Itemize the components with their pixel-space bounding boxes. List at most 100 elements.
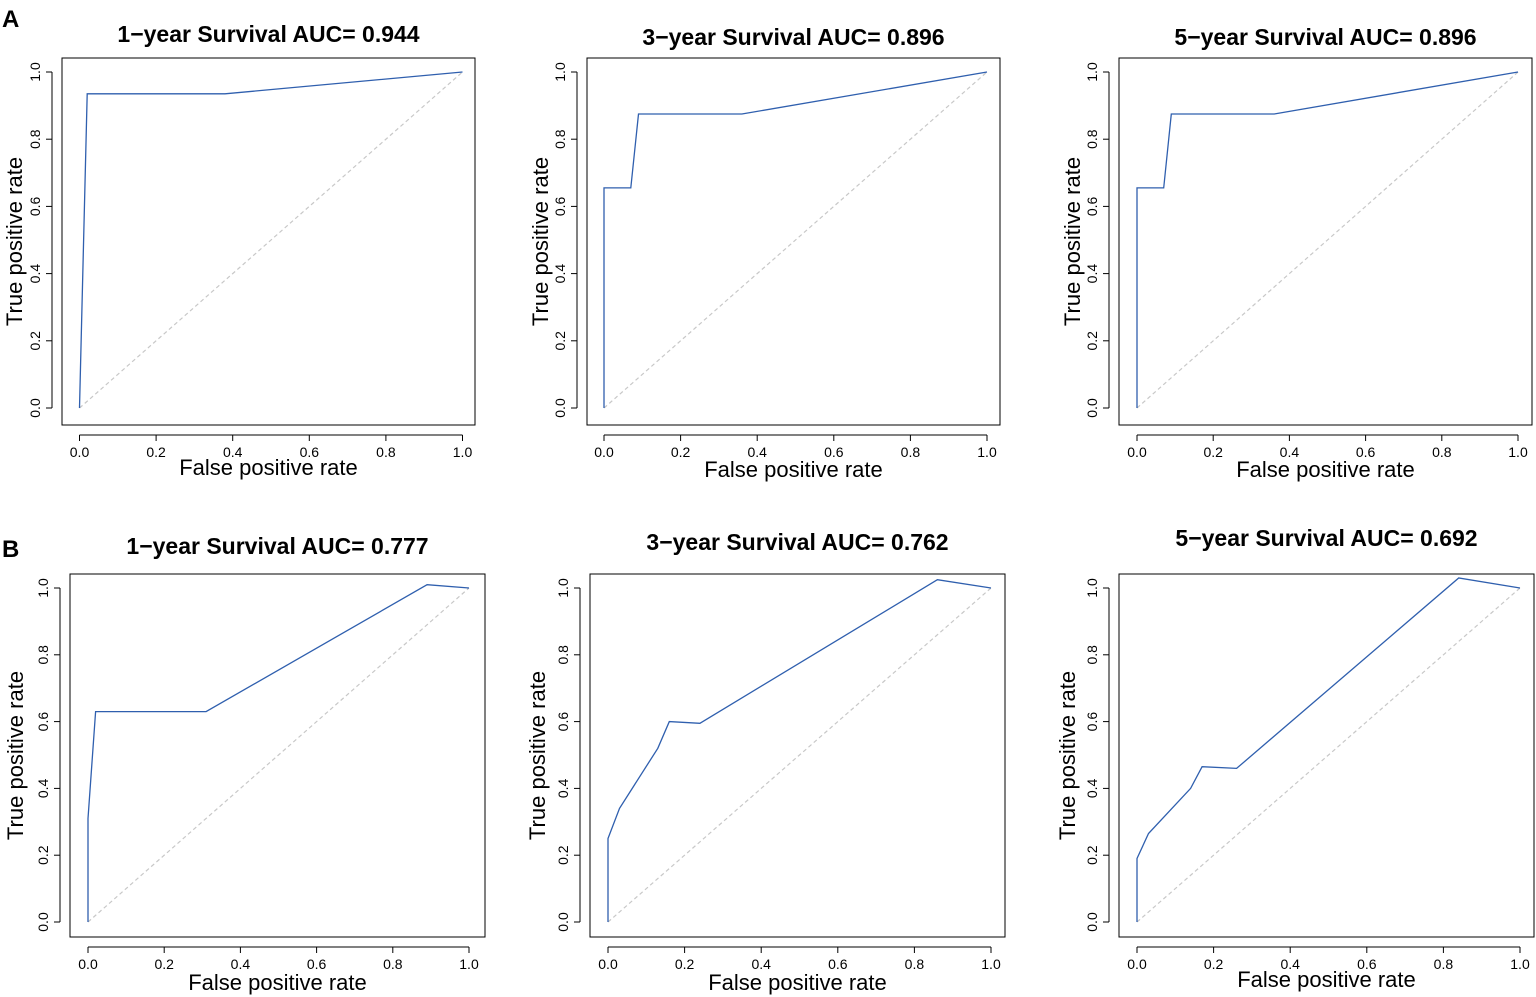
chart-1: 1−year Survival AUC= 0.944 0.0 0.2 0.4 0.6 0.… bbox=[2, 21, 476, 480]
chart-5-y-tick-label: 0.0 bbox=[555, 912, 571, 932]
chart-3-y-tick-label: 0.4 bbox=[1084, 264, 1100, 284]
chart-2-x-axis-label: False positive rate bbox=[704, 457, 883, 482]
chart-1-x-tick-label: 0.4 bbox=[223, 444, 243, 460]
chart-1-title: 1−year Survival AUC= 0.944 bbox=[117, 21, 419, 47]
panel-label-b: B bbox=[2, 536, 19, 563]
chart-6-roc-curve bbox=[1136, 577, 1521, 922]
chart-1-y-tick-label: 0.4 bbox=[27, 264, 43, 284]
chart-2-y-axis-label: True positive rate bbox=[528, 157, 553, 326]
chart-2-x-tick-label: 0.0 bbox=[594, 444, 614, 460]
chart-6-x-tick-label: 0.4 bbox=[1280, 956, 1300, 972]
chart-1-x-tick-label: 1.0 bbox=[453, 444, 473, 460]
chart-2-reference-diagonal bbox=[603, 71, 988, 409]
chart-3: 5−year Survival AUC= 0.896 0.0 0.2 0.4 0.6 0.… bbox=[1060, 24, 1533, 482]
chart-3-x-tick-label: 0.4 bbox=[1280, 444, 1300, 460]
chart-5-x-tick-label: 0.6 bbox=[828, 956, 848, 972]
chart-2-roc-curve bbox=[603, 71, 988, 408]
chart-2-x-tick-label: 0.6 bbox=[824, 444, 844, 460]
chart-5-x-axis-label: False positive rate bbox=[708, 970, 887, 995]
chart-3-x-tick-label: 0.6 bbox=[1356, 444, 1376, 460]
chart-6-y-tick-label: 0.2 bbox=[1084, 845, 1100, 865]
chart-6-y-tick-label: 1.0 bbox=[1084, 578, 1100, 598]
chart-4-x-tick-label: 0.4 bbox=[231, 956, 251, 972]
chart-4-x-tick-label: 0.2 bbox=[154, 956, 174, 972]
chart-1-x-tick-label: 0.2 bbox=[146, 444, 166, 460]
chart-6-y-tick-label: 0.6 bbox=[1084, 712, 1100, 732]
chart-5-x-tick-label: 0.2 bbox=[675, 956, 695, 972]
chart-1-y-tick-label: 0.2 bbox=[27, 331, 43, 351]
chart-1-y-axis-label: True positive rate bbox=[2, 157, 27, 326]
chart-2-y-tick-label: 0.6 bbox=[552, 196, 568, 216]
chart-1-x-tick-label: 0.6 bbox=[300, 444, 320, 460]
chart-5-x-tick-label: 0.4 bbox=[751, 956, 771, 972]
chart-6-x-axis-label: False positive rate bbox=[1237, 967, 1416, 992]
chart-6-y-tick-label: 0.4 bbox=[1084, 778, 1100, 798]
chart-1-y-tick-label: 0.0 bbox=[27, 398, 43, 418]
chart-4-x-axis-label: False positive rate bbox=[188, 970, 367, 995]
chart-6-reference-diagonal bbox=[1136, 587, 1521, 923]
chart-4-title: 1−year Survival AUC= 0.777 bbox=[126, 533, 428, 559]
chart-6-x-tick-label: 0.0 bbox=[1127, 956, 1147, 972]
chart-6-plot-frame bbox=[1118, 573, 1535, 938]
chart-1-y-tick-label: 0.8 bbox=[27, 129, 43, 149]
chart-2-plot-frame bbox=[586, 57, 1001, 426]
chart-5-plot-frame bbox=[589, 573, 1006, 938]
chart-3-y-axis-label: True positive rate bbox=[1060, 157, 1085, 326]
chart-2-y-tick-label: 0.4 bbox=[552, 264, 568, 284]
chart-4-x-tick-label: 0.8 bbox=[383, 956, 403, 972]
chart-1-y-tick-label: 1.0 bbox=[27, 62, 43, 82]
chart-5-y-tick-label: 0.8 bbox=[555, 645, 571, 665]
chart-2: 3−year Survival AUC= 0.896 0.0 0.2 0.4 0.6 0.… bbox=[528, 24, 1001, 482]
chart-2-x-tick-label: 0.2 bbox=[671, 444, 691, 460]
chart-2-y-tick-label: 0.0 bbox=[552, 398, 568, 418]
chart-5-y-axis-label: True positive rate bbox=[525, 671, 550, 840]
chart-3-y-tick-label: 1.0 bbox=[1084, 62, 1100, 82]
chart-2-y-tick-label: 0.2 bbox=[552, 331, 568, 351]
chart-5: 3−year Survival AUC= 0.762 0.0 0.2 0.4 0.6 0.… bbox=[525, 529, 1006, 995]
chart-5-roc-curve bbox=[607, 579, 992, 922]
plots-container: 1−year Survival AUC= 0.944 0.0 0.2 0.4 0.6 0.… bbox=[2, 21, 1535, 995]
chart-4-plot-frame bbox=[69, 573, 486, 938]
chart-6: 5−year Survival AUC= 0.692 0.0 0.2 0.4 0.6 0.… bbox=[1055, 525, 1535, 992]
chart-6-x-tick-label: 1.0 bbox=[1510, 956, 1530, 972]
chart-4-x-tick-label: 1.0 bbox=[459, 956, 479, 972]
chart-4: 1−year Survival AUC= 0.777 0.0 0.2 0.4 0.6 0.… bbox=[3, 533, 486, 995]
chart-2-x-tick-label: 0.8 bbox=[901, 444, 921, 460]
chart-3-roc-curve bbox=[1136, 71, 1519, 408]
chart-5-x-tick-label: 0.8 bbox=[905, 956, 925, 972]
chart-6-y-tick-label: 0.0 bbox=[1084, 912, 1100, 932]
chart-3-x-tick-label: 0.0 bbox=[1127, 444, 1147, 460]
chart-2-y-tick-label: 1.0 bbox=[552, 62, 568, 82]
panel-label-a: A bbox=[2, 6, 19, 33]
chart-5-x-tick-label: 0.0 bbox=[598, 956, 618, 972]
chart-1-x-axis-label: False positive rate bbox=[179, 455, 358, 480]
chart-4-y-tick-label: 0.4 bbox=[35, 778, 51, 798]
chart-3-x-tick-label: 0.2 bbox=[1203, 444, 1223, 460]
chart-2-x-tick-label: 0.4 bbox=[747, 444, 767, 460]
chart-3-x-tick-label: 0.8 bbox=[1432, 444, 1452, 460]
chart-3-y-tick-label: 0.8 bbox=[1084, 129, 1100, 149]
chart-3-title: 5−year Survival AUC= 0.896 bbox=[1174, 24, 1476, 50]
chart-5-y-tick-label: 0.2 bbox=[555, 845, 571, 865]
chart-3-plot-frame bbox=[1118, 57, 1533, 426]
chart-6-y-axis-label: True positive rate bbox=[1055, 671, 1080, 840]
chart-4-y-axis-label: True positive rate bbox=[3, 671, 28, 840]
chart-6-title: 5−year Survival AUC= 0.692 bbox=[1175, 525, 1477, 551]
chart-5-x-tick-label: 1.0 bbox=[981, 956, 1001, 972]
chart-5-title: 3−year Survival AUC= 0.762 bbox=[646, 529, 948, 555]
chart-4-x-tick-label: 0.6 bbox=[307, 956, 327, 972]
chart-5-y-tick-label: 1.0 bbox=[555, 578, 571, 598]
chart-4-y-tick-label: 1.0 bbox=[35, 578, 51, 598]
chart-5-y-tick-label: 0.6 bbox=[555, 712, 571, 732]
chart-1-x-tick-label: 0.0 bbox=[70, 444, 90, 460]
chart-3-y-tick-label: 0.6 bbox=[1084, 196, 1100, 216]
chart-3-x-tick-label: 1.0 bbox=[1508, 444, 1528, 460]
chart-6-y-tick-label: 0.8 bbox=[1084, 645, 1100, 665]
chart-1-reference-diagonal bbox=[79, 71, 463, 409]
chart-5-reference-diagonal bbox=[607, 587, 992, 923]
chart-4-roc-curve bbox=[87, 584, 470, 922]
chart-4-y-tick-label: 0.0 bbox=[35, 912, 51, 932]
chart-5-y-tick-label: 0.4 bbox=[555, 778, 571, 798]
chart-4-reference-diagonal bbox=[87, 587, 470, 923]
chart-6-x-tick-label: 0.8 bbox=[1434, 956, 1454, 972]
